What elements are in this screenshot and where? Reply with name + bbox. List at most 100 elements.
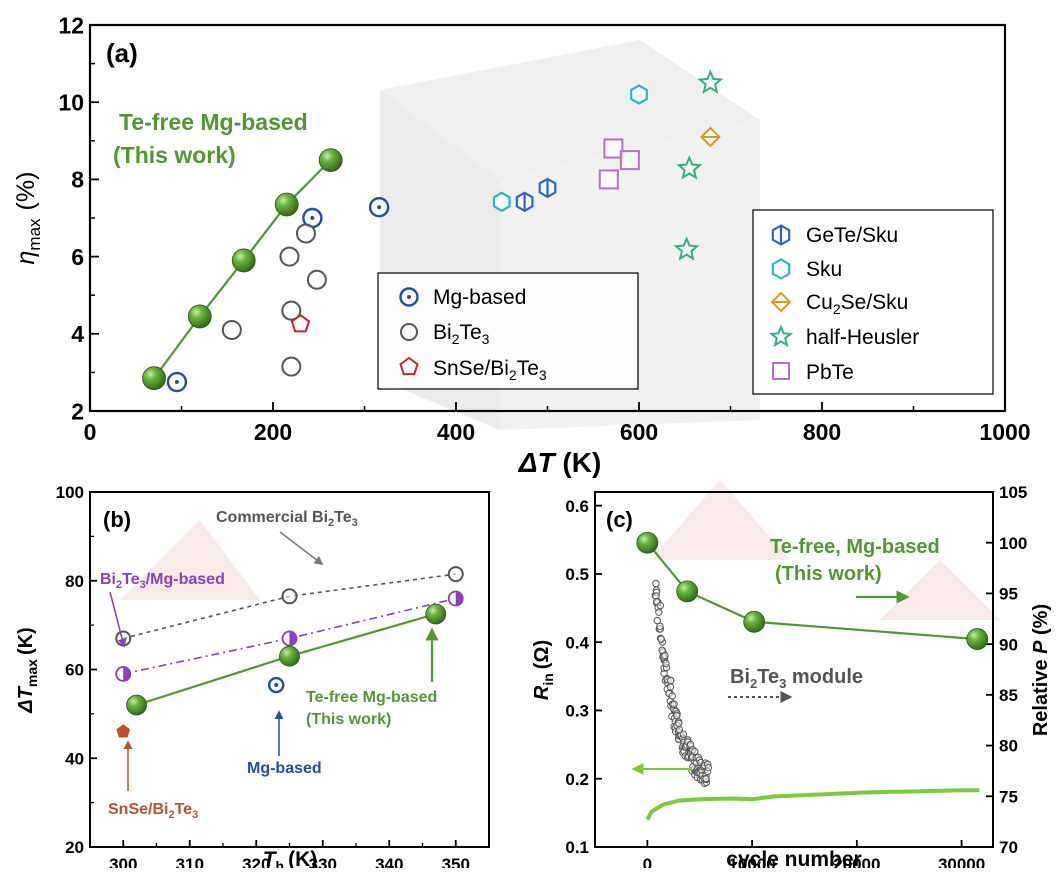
y-tick-label: 60	[65, 661, 84, 680]
point-green-ball	[142, 366, 166, 391]
y-tick-label: 0.4	[565, 633, 589, 652]
legend-gete-sku: GeTe/Sku	[771, 224, 898, 247]
point-star	[697, 69, 724, 94]
y-tick-label: 100	[56, 483, 84, 502]
arrow-commercial	[279, 531, 324, 566]
point-square	[598, 169, 619, 190]
legend-bi2te3: Bi2Te3	[400, 321, 490, 347]
y-axis-label-a: ηmax(%)	[12, 172, 44, 265]
panel-c-label: (c)	[606, 507, 633, 532]
annotation-c-bi2te3-module: Bi2Te3 module	[730, 666, 863, 691]
point-bi2te3-module	[657, 635, 665, 643]
point-green-ball	[318, 148, 343, 173]
y2-tick-label: 100	[999, 534, 1027, 553]
y-tick-label: 20	[65, 838, 84, 857]
y-tick-label: 10	[58, 89, 84, 115]
y-tick-label: 8	[71, 167, 84, 193]
panel-a: 0 200 400 600 800 1000 2 4 6 8 10 12 (a) Te-free Mg…	[12, 12, 1031, 478]
y-tick-label: 6	[71, 244, 84, 270]
legend-1: Mg-based Bi2Te3 SnSe/Bi2Te3	[377, 272, 639, 390]
relative-p-points	[636, 531, 989, 650]
point-green-ball	[126, 694, 147, 716]
point-hexagon-half	[538, 177, 557, 199]
legend-label-mg-based: Mg-based	[433, 286, 526, 309]
annotation-c-te-free: Te-free, Mg-based	[770, 536, 940, 558]
y-tick-label: 2	[71, 398, 84, 424]
point-green-ball	[187, 304, 212, 329]
x-tick-label: 1000	[979, 419, 1030, 445]
point-circle	[447, 566, 464, 583]
y-tick-label: 0.6	[565, 497, 589, 516]
point-relative-p	[676, 580, 699, 603]
x-tick-label: 0	[643, 855, 652, 868]
point-bi2te3-module	[679, 730, 688, 738]
point-square	[603, 138, 624, 159]
x-tick-label: 800	[803, 419, 841, 445]
point-green-ball	[425, 603, 447, 625]
point-pentagon	[290, 313, 311, 333]
panel-a-points	[142, 69, 724, 393]
point-circle	[306, 269, 327, 290]
point-green-ball	[231, 248, 256, 273]
annotation-commercial-bi2te3: Commercial Bi2Te3	[216, 509, 358, 529]
bi2te3-module-points	[643, 539, 713, 787]
point-circle-dot	[368, 196, 390, 218]
point-bi2te3-module	[704, 763, 713, 772]
point-circle	[281, 588, 298, 605]
legend-cu2se-sku: Cu2Se/Sku	[770, 291, 908, 317]
point-bi2te3-module	[656, 601, 665, 610]
panel-a-axes: 0 200 400 600 800 1000 2 4 6 8 10 12	[58, 12, 1030, 445]
arrow-bi2te3-mg	[109, 591, 127, 648]
y-tick-label: 12	[58, 12, 84, 38]
annotation-b-mg-based: Mg-based	[247, 760, 322, 777]
legend-label-sku: Sku	[806, 258, 842, 281]
y2-tick-label: 80	[999, 737, 1018, 756]
y2-tick-label: 95	[999, 585, 1018, 604]
panel-c: 0 10000 20000 300000.10.20.30.40.50.6707580…	[531, 483, 1052, 873]
legend-pbte: PbTe	[772, 361, 854, 384]
legend-label-cu2se-sku: Cu2Se/Sku	[806, 291, 908, 317]
x-axis-label-b: Th (K)	[263, 848, 318, 868]
point-bi2te3-module	[702, 774, 710, 783]
point-hexagon	[630, 84, 648, 105]
y2-tick-label: 70	[999, 838, 1018, 857]
legend-label-pbte: PbTe	[806, 361, 854, 384]
point-hexagon-half	[515, 191, 534, 213]
point-bi2te3-module	[661, 651, 669, 660]
y-tick-label: 80	[65, 572, 84, 591]
point-bi2te3-module	[662, 659, 670, 668]
annotation-b-this-work: (This work)	[306, 711, 391, 728]
point-relative-p	[636, 531, 659, 554]
rin-curve	[645, 788, 980, 821]
point-bi2te3-module	[670, 700, 678, 708]
point-bi2te3-module	[673, 711, 681, 720]
legend-label-bi2te3: Bi2Te3	[433, 321, 490, 347]
annotation-b-te-free: Te-free Mg-based	[306, 689, 437, 706]
panel-a-label: (a)	[106, 38, 138, 68]
point-circle	[221, 319, 242, 340]
point-bi2te3-module	[652, 579, 660, 588]
panel-c-frame	[594, 491, 994, 848]
y-tick-label: 40	[65, 749, 84, 768]
y2-tick-label: 85	[999, 686, 1018, 705]
point-circle-half	[281, 630, 298, 647]
legend-mg-based: Mg-based	[399, 286, 526, 309]
point-bi2te3-module	[655, 608, 663, 616]
legend-sku: Sku	[771, 258, 842, 281]
point-circle-dot	[166, 371, 188, 393]
point-square	[619, 150, 640, 171]
point-diamond	[699, 126, 721, 148]
point-bi2te3-module	[668, 692, 677, 700]
point-hexagon	[492, 191, 511, 213]
point-circle	[279, 246, 300, 267]
point-circle	[281, 300, 302, 321]
x-tick-label: 600	[620, 419, 658, 445]
point-green-ball	[274, 192, 299, 217]
x-axis-label-a: ΔT (K)	[518, 447, 602, 478]
y-axis-label-b: ΔTmax(K)	[15, 627, 40, 713]
point-star	[673, 236, 700, 261]
relative-p-line	[646, 542, 978, 641]
